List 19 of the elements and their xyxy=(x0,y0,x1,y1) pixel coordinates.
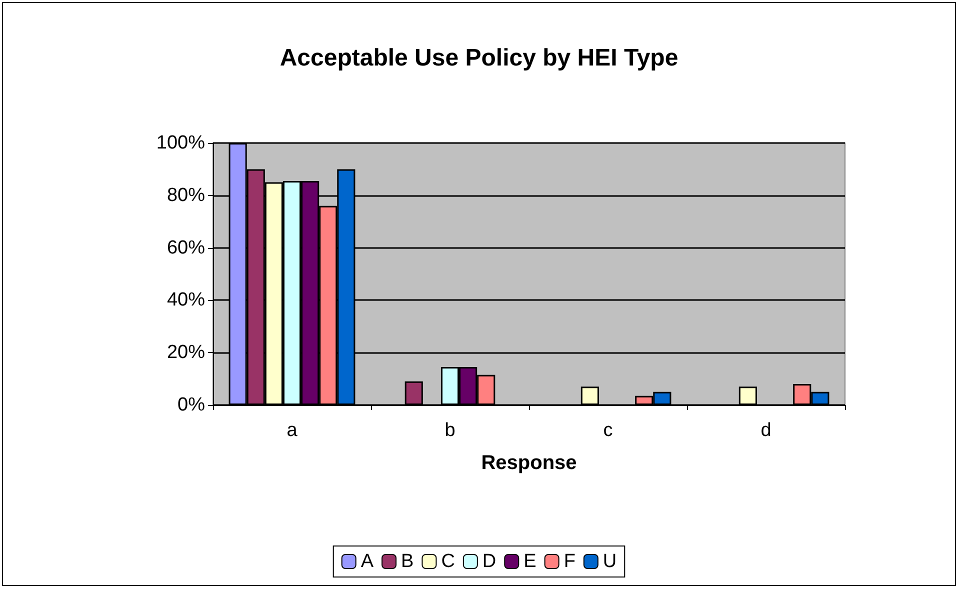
y-tick-label: 0% xyxy=(178,394,206,416)
y-tick-label: 40% xyxy=(166,290,206,311)
legend-label: E xyxy=(524,551,536,572)
legend-label: C xyxy=(441,551,455,572)
x-tick-label: a xyxy=(286,420,298,441)
y-tick-label: 20% xyxy=(166,342,206,364)
x-axis-title: Response xyxy=(481,452,577,474)
legend-label: D xyxy=(482,551,496,572)
legend-label: F xyxy=(564,551,576,572)
y-tick-label: 80% xyxy=(166,184,206,206)
legend-label: A xyxy=(360,551,374,572)
x-tick-label: d xyxy=(760,420,772,441)
y-tick-label: 100% xyxy=(156,132,206,154)
legend-label: U xyxy=(602,551,617,572)
legend-label: B xyxy=(401,551,414,572)
y-tick-label: 60% xyxy=(166,237,206,258)
x-tick-label: c xyxy=(603,420,613,441)
chart-title: Acceptable Use Policy by HEI Type xyxy=(280,44,678,72)
x-tick-label: b xyxy=(444,420,456,441)
